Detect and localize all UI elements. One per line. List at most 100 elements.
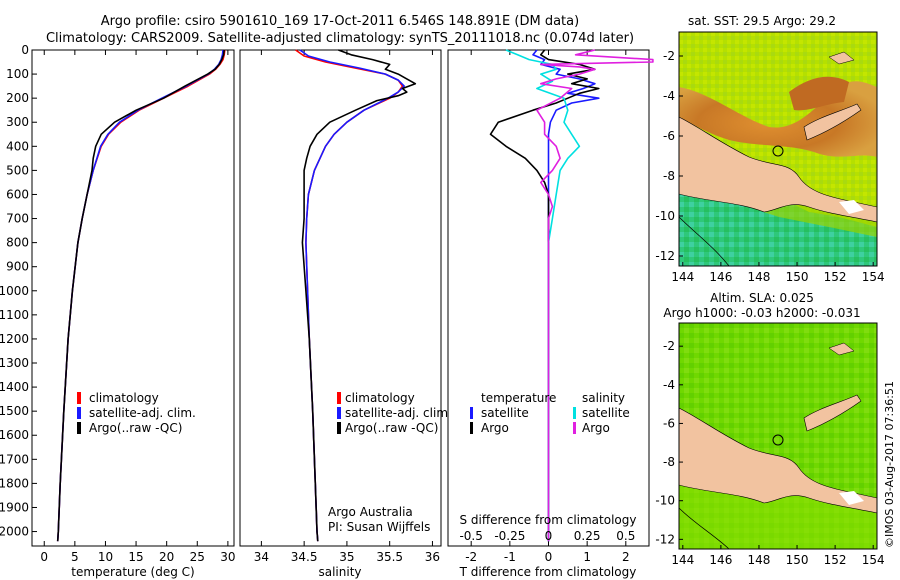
- temperature-axis-ticks: 0 5 10 15 20 25 30: [40, 50, 236, 564]
- sla-map-subtitle: Argo h1000: -0.03 h2000: -0.031: [663, 306, 860, 320]
- map-y-tick-label: -6: [663, 416, 675, 430]
- y-tick-label: 900: [6, 260, 29, 274]
- temperature-profile-plot: 0100200300400500600700800900100011001200…: [0, 43, 236, 579]
- y-tick-label: 600: [6, 187, 29, 201]
- map-x-tick-label: 150: [786, 270, 809, 284]
- x-tick-label: -1: [504, 550, 516, 564]
- sla-map: Altim. SLA: 0.025 Argo h1000: -0.03 h200…: [655, 291, 884, 567]
- x-tick-label: 5: [71, 550, 79, 564]
- legend-label-s-satellite: satellite: [582, 406, 630, 420]
- legend-swatch-s-argo: [573, 422, 576, 434]
- x-tick-label: 1: [583, 550, 591, 564]
- map-x-tick-label: 146: [709, 270, 732, 284]
- legend-label-argo: Argo(..raw -QC): [345, 421, 438, 435]
- legend-swatch-t-satellite: [470, 407, 473, 419]
- temperature-xlabel: temperature (deg C): [71, 565, 194, 579]
- legend-label-t-argo: Argo: [481, 421, 509, 435]
- imos-credit: ©IMOS 03-Aug-2017 07:36:51: [883, 381, 896, 548]
- x-tick-label: 10: [98, 550, 113, 564]
- y-tick-label: 1700: [0, 452, 29, 466]
- sla-map-ticks: 144 146 148 150 152 154 -2 -4 -6 -8 -10 -12: [655, 339, 884, 567]
- y-tick-label: 100: [6, 67, 29, 81]
- map-x-tick-label: 152: [824, 270, 847, 284]
- map-x-tick-label: 148: [748, 553, 771, 567]
- y-tick-label: 1300: [0, 356, 29, 370]
- x-tick-label: 35: [339, 550, 354, 564]
- sla-map-image: [679, 323, 877, 549]
- y-tick-label: 1600: [0, 428, 29, 442]
- legend-swatch-argo: [77, 422, 81, 434]
- y-tick-label: 2000: [0, 525, 29, 539]
- map-x-tick-label: 154: [862, 553, 885, 567]
- x-tick-label: 34: [254, 550, 269, 564]
- legend-label-climatology: climatology: [345, 391, 415, 405]
- x-tick-label: 20: [159, 550, 174, 564]
- y-tick-label: 500: [6, 163, 29, 177]
- y-tick-label: 800: [6, 236, 29, 250]
- map-y-tick-label: -4: [663, 378, 675, 392]
- series-line-3: [536, 49, 654, 542]
- sst-map-ticks: 144 146 148 150 152 154 -2 -4 -6 -8 -10 -12: [655, 49, 884, 284]
- y-tick-label: 1500: [0, 404, 29, 418]
- annotation-argo-australia: Argo Australia: [328, 505, 413, 519]
- legend-swatch-t-argo: [470, 422, 473, 434]
- s-tick-label: -0.25: [494, 529, 525, 543]
- s-tick-label: -0.5: [459, 529, 482, 543]
- salinity-diff-ticks: -0.5 -0.25 0 0.25 0.5: [459, 529, 635, 543]
- temperature-diff-xlabel: T difference from climatology: [459, 565, 637, 579]
- difference-profile-plot: -2 -1 0 1 2 temperature salinity satellite A…: [447, 49, 654, 579]
- temperature-legend: climatology satellite-adj. clim. Argo(..…: [77, 391, 196, 435]
- y-tick-label: 1200: [0, 332, 29, 346]
- legend-label-satellite: satellite-adj. clim.: [89, 406, 196, 420]
- y-tick-label: 1000: [0, 284, 29, 298]
- legend-label-satellite: satellite-adj. clim.: [345, 406, 452, 420]
- map-x-tick-label: 144: [671, 270, 694, 284]
- map-x-tick-label: 150: [786, 553, 809, 567]
- map-x-tick-label: 146: [709, 553, 732, 567]
- x-tick-label: 34.5: [291, 550, 318, 564]
- x-tick-label: -2: [465, 550, 477, 564]
- depth-axis-ticks: 0 100 200 300 400 500 600 700 800 900 1000 1100 1200…: [0, 43, 37, 539]
- legend-swatch-satellite: [77, 407, 81, 419]
- sst-map-title: sat. SST: 29.5 Argo: 29.2: [688, 14, 836, 28]
- map-x-tick-label: 152: [824, 553, 847, 567]
- legend-swatch-climatology: [77, 392, 81, 404]
- map-x-tick-label: 154: [862, 270, 885, 284]
- map-y-tick-label: -2: [663, 339, 675, 353]
- s-tick-label: 0.25: [574, 529, 601, 543]
- x-tick-label: 35.5: [376, 550, 403, 564]
- y-tick-label: 1400: [0, 380, 29, 394]
- y-tick-label: 1800: [0, 476, 29, 490]
- map-x-tick-label: 144: [671, 553, 694, 567]
- title-line-1: Argo profile: csiro 5901610_169 17-Oct-2…: [101, 14, 579, 29]
- y-tick-label: 200: [6, 91, 29, 105]
- salinity-xlabel: salinity: [318, 565, 361, 579]
- salinity-series: [295, 49, 417, 542]
- title-line-2: Climatology: CARS2009. Satellite-adjuste…: [46, 31, 634, 46]
- x-tick-label: 2: [622, 550, 630, 564]
- map-y-tick-label: -8: [663, 169, 675, 183]
- y-tick-label: 400: [6, 139, 29, 153]
- s-tick-label: 0.5: [616, 529, 635, 543]
- legend-swatch-climatology: [337, 392, 341, 404]
- x-tick-label: 0: [545, 550, 553, 564]
- difference-series: [489, 49, 654, 542]
- legend-title-temperature: temperature: [481, 391, 556, 405]
- annotation-pi: PI: Susan Wijffels: [328, 520, 430, 534]
- salinity-axis-ticks: 34 34.5 35 35.5 36: [254, 50, 440, 564]
- salinity-diff-xlabel: S difference from climatology: [460, 513, 637, 527]
- legend-label-argo: Argo(..raw -QC): [89, 421, 182, 435]
- x-tick-label: 30: [220, 550, 235, 564]
- y-tick-label: 700: [6, 212, 29, 226]
- temperature-series: [56, 49, 226, 542]
- legend-label-s-argo: Argo: [582, 421, 610, 435]
- legend-title-salinity: salinity: [582, 391, 625, 405]
- x-tick-label: 25: [190, 550, 205, 564]
- series-line-2: [301, 49, 417, 542]
- salinity-profile-plot: 34 34.5 35 35.5 36 climatology satellite-adj…: [239, 49, 452, 579]
- map-y-tick-label: -4: [663, 89, 675, 103]
- legend-label-climatology: climatology: [89, 391, 159, 405]
- map-y-tick-label: -10: [655, 209, 675, 223]
- legend-swatch-satellite: [337, 407, 341, 419]
